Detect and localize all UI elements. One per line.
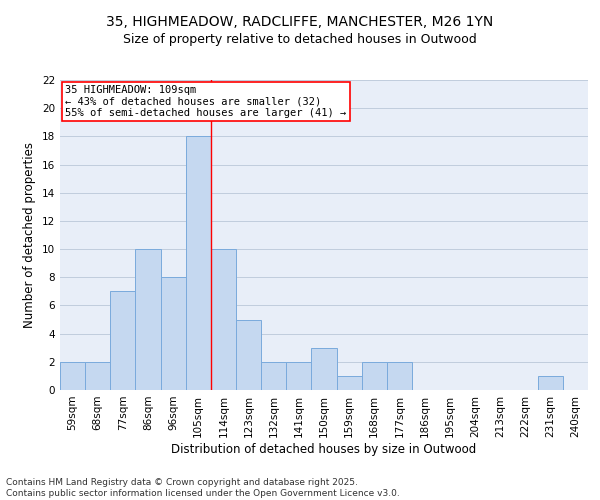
Bar <box>85 362 110 390</box>
Bar <box>362 362 387 390</box>
Bar <box>311 348 337 390</box>
Text: Size of property relative to detached houses in Outwood: Size of property relative to detached ho… <box>123 32 477 46</box>
Bar <box>161 278 186 390</box>
Bar <box>538 376 563 390</box>
Text: 35 HIGHMEADOW: 109sqm
← 43% of detached houses are smaller (32)
55% of semi-deta: 35 HIGHMEADOW: 109sqm ← 43% of detached … <box>65 84 347 118</box>
Bar <box>236 320 261 390</box>
Bar <box>110 292 136 390</box>
Bar <box>211 249 236 390</box>
Bar <box>261 362 286 390</box>
Text: 35, HIGHMEADOW, RADCLIFFE, MANCHESTER, M26 1YN: 35, HIGHMEADOW, RADCLIFFE, MANCHESTER, M… <box>106 15 494 29</box>
Bar <box>186 136 211 390</box>
Bar <box>60 362 85 390</box>
Text: Contains HM Land Registry data © Crown copyright and database right 2025.
Contai: Contains HM Land Registry data © Crown c… <box>6 478 400 498</box>
Y-axis label: Number of detached properties: Number of detached properties <box>23 142 37 328</box>
Bar <box>286 362 311 390</box>
X-axis label: Distribution of detached houses by size in Outwood: Distribution of detached houses by size … <box>172 442 476 456</box>
Bar <box>387 362 412 390</box>
Bar <box>337 376 362 390</box>
Bar <box>136 249 161 390</box>
